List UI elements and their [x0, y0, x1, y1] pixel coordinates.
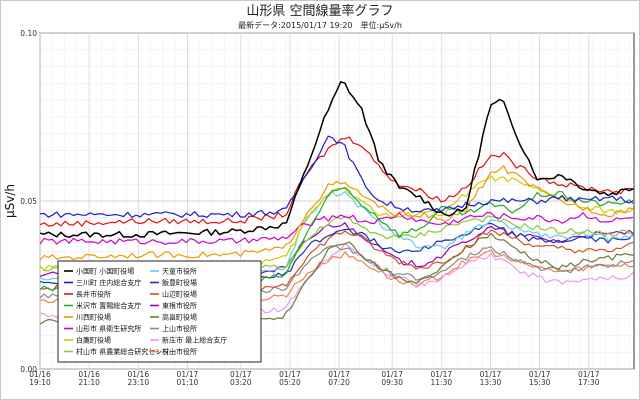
x-tick-labels: 01/1619:1001/1621:1001/1623:1001/1701:10…: [29, 370, 600, 387]
legend-label: 山辺町役場: [162, 290, 197, 299]
legend-label: 米沢市 置賜総合支庁: [76, 301, 141, 310]
x-tick-time: 19:10: [29, 378, 51, 387]
x-tick-time: 21:10: [78, 378, 100, 387]
x-tick-date: 01/17: [529, 370, 551, 379]
legend-label: 山形市 県衛生研究所: [76, 324, 141, 333]
legend-label: 小国町 小国町役場: [76, 267, 134, 276]
series-line: [39, 81, 634, 239]
legend-label: 村山市役所: [162, 347, 197, 356]
unit-label: 単位:: [361, 20, 380, 30]
x-tick-date: 01/17: [230, 370, 252, 379]
x-tick-date: 01/16: [78, 370, 100, 379]
y-axis-label: μSv/h: [3, 184, 17, 218]
y-tick-label: 0.10: [20, 29, 37, 38]
series-line: [39, 211, 634, 245]
legend-label: 飯豊町役場: [162, 278, 197, 287]
x-tick-time: 17:30: [578, 378, 600, 387]
x-tick-time: 13:30: [480, 378, 502, 387]
x-tick-time: 23:10: [127, 378, 149, 387]
x-tick-date: 01/17: [177, 370, 199, 379]
x-tick-time: 01:10: [177, 378, 199, 387]
legend-label: 三川町 庄内総合支庁: [76, 278, 141, 287]
legend-box: [57, 260, 262, 363]
legend-label: 川西町役場: [76, 313, 111, 322]
legend-label: 白鷹町役場: [76, 336, 111, 345]
y-tick-labels: 0.00 0.05 0.10: [20, 29, 37, 374]
unit-value: μSv/h: [379, 21, 402, 30]
y-tick-label: 0.00: [20, 365, 37, 374]
x-tick-date: 01/17: [431, 370, 453, 379]
legend-label: 上山市役所: [162, 324, 197, 333]
chart-title: 山形県 空間線量率グラフ: [246, 3, 393, 19]
x-tick-time: 15:30: [529, 378, 551, 387]
x-tick-time: 09:30: [381, 378, 403, 387]
x-tick-date: 01/17: [279, 370, 301, 379]
legend-label: 天童市役所: [162, 267, 197, 276]
x-tick-date: 01/16: [127, 370, 149, 379]
x-tick-date: 01/17: [578, 370, 600, 379]
series-line: [39, 165, 634, 261]
x-tick-time: 05:20: [279, 378, 301, 387]
legend-label: 高畠町役場: [162, 313, 197, 322]
x-tick-time: 07:20: [328, 378, 350, 387]
legend-label: 長井市役所: [76, 290, 111, 299]
x-tick-date: 01/17: [480, 370, 502, 379]
x-tick-time: 11:30: [431, 378, 453, 387]
series-line: [39, 135, 634, 218]
chart-subtitle: 最新データ:2015/01/17 19:20 単位:μSv/h: [238, 20, 402, 30]
x-tick-date: 01/17: [328, 370, 350, 379]
x-tick-date: 01/16: [29, 370, 51, 379]
legend-label: 新庄市 最上総合支庁: [162, 336, 227, 345]
x-tick-date: 01/17: [381, 370, 403, 379]
y-tick-label: 0.05: [20, 197, 37, 206]
latest-label: 最新データ:: [238, 20, 281, 30]
legend-label: 東根市役所: [162, 301, 197, 310]
legend-label: 村山市 県農業総合研究センター: [76, 347, 176, 356]
x-tick-time: 03:20: [230, 378, 252, 387]
series-line: [39, 136, 634, 227]
latest-timestamp: 2015/01/17 19:20: [281, 21, 353, 30]
